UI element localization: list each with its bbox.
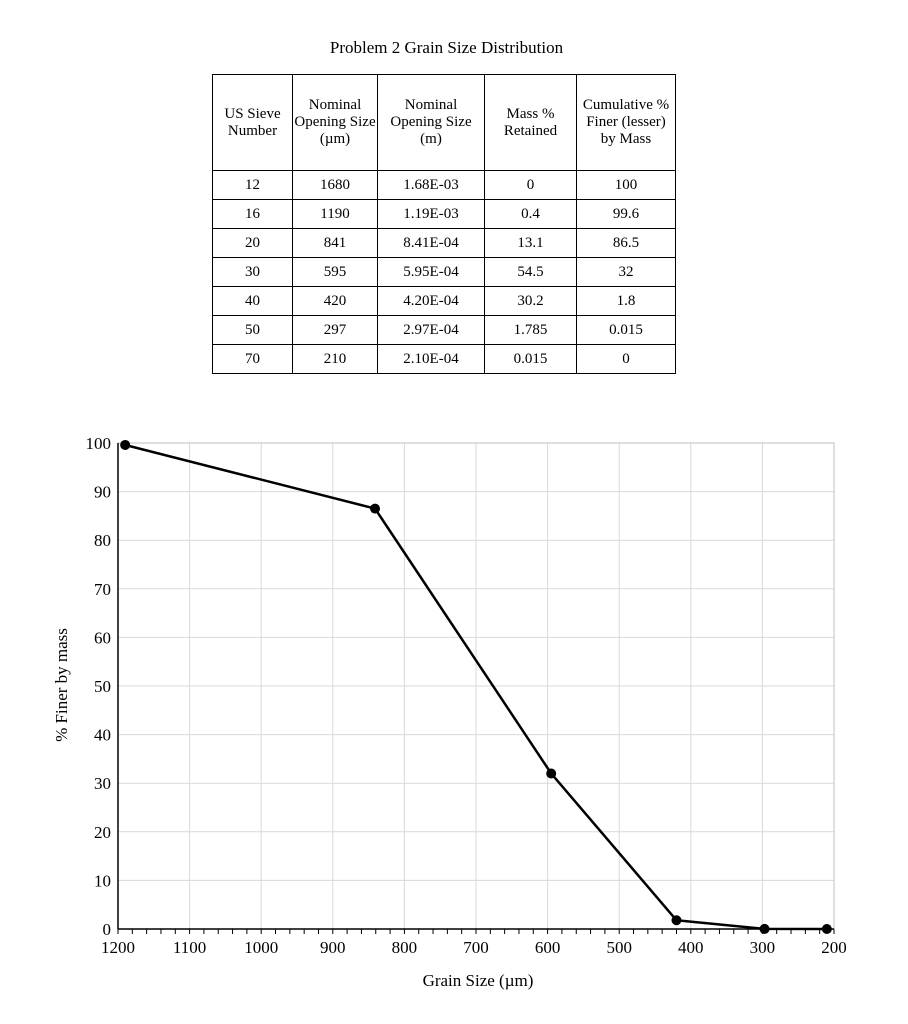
header-opening-size-m: Nominal Opening Size (m)	[377, 74, 485, 171]
chart-series	[120, 439, 832, 934]
data-point	[546, 768, 557, 779]
table-cell: 5.95E-04	[377, 257, 485, 287]
data-point	[759, 923, 770, 934]
table-cell: 86.5	[576, 228, 676, 258]
y-tick-label: 60	[94, 628, 111, 647]
table-cell: 50	[212, 315, 293, 345]
table-header-row: US Sieve Number Nominal Opening Size (µm…	[212, 74, 676, 171]
table-cell: 1.19E-03	[377, 199, 485, 229]
data-point	[821, 924, 832, 934]
y-tick-label: 0	[103, 920, 112, 939]
chart-gridlines	[118, 442, 835, 929]
table-cell: 1190	[292, 199, 378, 229]
table-cell: 12	[212, 170, 293, 200]
table-row: 40 420 4.20E-04 30.2 1.8	[212, 286, 676, 316]
y-tick-label: 50	[94, 677, 111, 696]
x-tick-label: 500	[606, 938, 632, 957]
data-point	[671, 915, 682, 926]
table-cell: 13.1	[484, 228, 577, 258]
y-tick-label: 20	[94, 823, 111, 842]
x-tick-label: 900	[320, 938, 346, 957]
table-cell: 99.6	[576, 199, 676, 229]
table-row: 30 595 5.95E-04 54.5 32	[212, 257, 676, 287]
table-cell: 1680	[292, 170, 378, 200]
y-tick-label: 30	[94, 774, 111, 793]
table-cell: 595	[292, 257, 378, 287]
x-tick-label: 200	[821, 938, 847, 957]
x-tick-label: 700	[463, 938, 489, 957]
table-cell: 297	[292, 315, 378, 345]
x-tick-label: 400	[678, 938, 704, 957]
table-cell: 8.41E-04	[377, 228, 485, 258]
table-row: 16 1190 1.19E-03 0.4 99.6	[212, 199, 676, 229]
series-line	[124, 443, 827, 931]
header-opening-size-um: Nominal Opening Size (µm)	[292, 74, 378, 171]
chart-tick-labels: 1200 1100 1000 900 800 700 600 500 400 300 200 0 10 2…	[86, 434, 847, 957]
sieve-table: US Sieve Number Nominal Opening Size (µm…	[212, 74, 676, 374]
y-tick-label: 10	[94, 871, 111, 890]
table-cell: 32	[576, 257, 676, 287]
table-cell: 0	[484, 170, 577, 200]
table-cell: 420	[292, 286, 378, 316]
table-cell: 0	[576, 344, 676, 374]
header-us-sieve-number: US Sieve Number	[212, 74, 293, 171]
x-tick-label: 1000	[244, 938, 278, 957]
data-point	[370, 503, 381, 514]
data-point	[120, 439, 131, 450]
table-cell: 16	[212, 199, 293, 229]
table-cell: 2.10E-04	[377, 344, 485, 374]
y-tick-label: 80	[94, 531, 111, 550]
table-cell: 0.015	[484, 344, 577, 374]
table-cell: 4.20E-04	[377, 286, 485, 316]
table-cell: 841	[292, 228, 378, 258]
table-cell: 30	[212, 257, 293, 287]
table-cell: 100	[576, 170, 676, 200]
table-cell: 2.97E-04	[377, 315, 485, 345]
y-tick-label: 40	[94, 726, 111, 745]
table-title: Problem 2 Grain Size Distribution	[329, 38, 564, 57]
table-row: 20 841 8.41E-04 13.1 86.5	[212, 228, 676, 258]
y-axis-label: % Finer by mass	[52, 628, 71, 742]
table-cell: 1.785	[484, 315, 577, 345]
table-cell: 20	[212, 228, 293, 258]
x-tick-label: 1100	[173, 938, 206, 957]
table-row: 12 1680 1.68E-03 0 100	[212, 170, 676, 200]
table-cell: 40	[212, 286, 293, 316]
table-cell: 0.015	[576, 315, 676, 345]
x-axis-label: Grain Size (µm)	[423, 971, 534, 990]
table-row: 50 297 2.97E-04 1.785 0.015	[212, 315, 676, 345]
chart-axes	[117, 442, 835, 934]
table-cell: 210	[292, 344, 378, 374]
table-cell: 54.5	[484, 257, 577, 287]
y-tick-label: 100	[86, 434, 112, 453]
header-cumulative-finer: Cumulative % Finer (lesser) by Mass	[576, 74, 676, 171]
table-cell: 70	[212, 344, 293, 374]
table-cell: 30.2	[484, 286, 577, 316]
y-tick-label: 90	[94, 483, 111, 502]
x-tick-label: 800	[392, 938, 418, 957]
y-tick-label: 70	[94, 580, 111, 599]
table-cell: 1.68E-03	[377, 170, 485, 200]
header-mass-retained: Mass % Retained	[484, 74, 577, 171]
table-cell: 0.4	[484, 199, 577, 229]
table-cell: 1.8	[576, 286, 676, 316]
grain-size-chart: 1200 1100 1000 900 800 700 600 500 400 300 200 0 10 2…	[52, 434, 847, 990]
x-tick-label: 300	[750, 938, 776, 957]
x-tick-label: 1200	[101, 938, 135, 957]
x-tick-label: 600	[535, 938, 561, 957]
table-row: 70 210 2.10E-04 0.015 0	[212, 344, 676, 374]
